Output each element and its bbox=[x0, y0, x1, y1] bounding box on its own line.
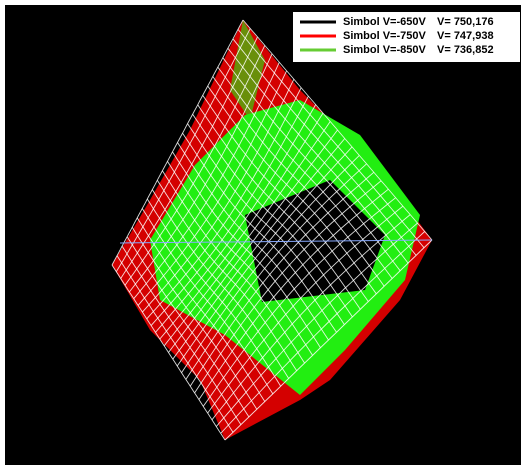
mesh-line bbox=[159, 112, 324, 340]
legend-value: V= 750,176 bbox=[437, 16, 494, 28]
mesh-line bbox=[207, 205, 404, 414]
legend-label: Simbol V=-650V bbox=[343, 16, 427, 28]
mesh-line bbox=[142, 79, 295, 313]
mesh-line bbox=[133, 62, 280, 299]
mesh-line bbox=[155, 104, 317, 333]
legend: Simbol V=-650V V= 750,176 Simbol V=-750V V=… bbox=[300, 16, 494, 56]
legend-value: V= 747,938 bbox=[437, 30, 494, 42]
mesh-line bbox=[198, 188, 389, 400]
mesh-line bbox=[115, 28, 251, 272]
mesh-line bbox=[120, 36, 258, 279]
axis-line bbox=[119, 239, 433, 244]
mesh-line bbox=[211, 214, 411, 421]
legend-label: Simbol V=-750V bbox=[343, 30, 427, 42]
mesh-line bbox=[137, 70, 288, 306]
mesh-line bbox=[215, 222, 418, 427]
mesh-line bbox=[194, 180, 382, 394]
mesh bbox=[111, 19, 433, 441]
legend-value: V= 736,852 bbox=[437, 44, 494, 56]
mesh-line bbox=[224, 239, 433, 441]
mesh-line bbox=[202, 197, 396, 407]
legend-label: Simbol V=-850V bbox=[343, 44, 427, 56]
mesh-line bbox=[181, 155, 360, 373]
mesh-line bbox=[176, 146, 353, 367]
mesh-line bbox=[172, 138, 346, 360]
mesh-line bbox=[189, 171, 375, 387]
mesh-line bbox=[163, 121, 331, 347]
mesh-line bbox=[111, 19, 244, 266]
mesh-line bbox=[150, 95, 309, 326]
mesh-line bbox=[220, 231, 426, 434]
mesh-line bbox=[146, 87, 302, 320]
mesh-line bbox=[185, 163, 367, 380]
mesh-line bbox=[129, 53, 273, 293]
mesh-line bbox=[124, 45, 266, 286]
